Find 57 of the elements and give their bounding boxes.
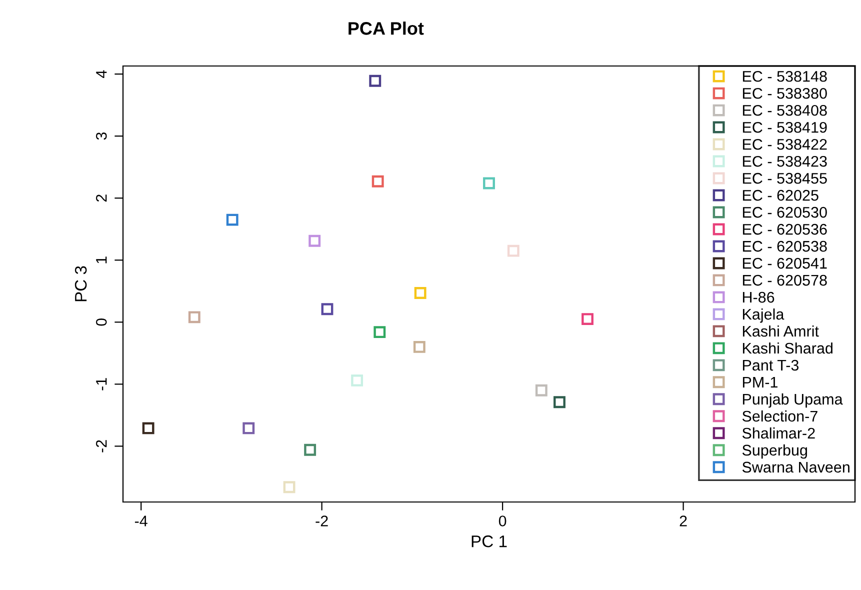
legend-label: EC - 538380 — [742, 88, 827, 99]
x-axis-title: PC 1 — [472, 535, 507, 548]
legend-label: Kashi Amrit — [742, 325, 819, 337]
legend-label: Selection-7 — [742, 410, 818, 422]
y-tick-label: 0 — [96, 318, 107, 326]
point — [283, 481, 296, 494]
point — [369, 74, 382, 87]
point — [582, 313, 594, 326]
legend-label: EC - 538422 — [742, 138, 827, 150]
point — [414, 287, 426, 299]
legend-label: Swarna Naveen — [742, 462, 850, 473]
x-tick-label: 0 — [498, 516, 506, 526]
legend-label: EC - 620541 — [742, 258, 827, 269]
legend-label: Pant T-3 — [742, 360, 799, 371]
legend-label: EC - 620530 — [742, 206, 827, 218]
legend-label: EC - 538423 — [742, 156, 827, 167]
legend-label: Shalimar-2 — [742, 427, 815, 439]
x-tick-label: 2 — [680, 516, 687, 526]
y-axis-title: PC 3 — [74, 266, 87, 302]
point — [188, 311, 200, 324]
legend-label: EC - 62025 — [742, 190, 818, 201]
y-tick-label: 2 — [96, 194, 107, 202]
chart-title: PCA Plot — [348, 22, 424, 35]
y-tick-label: -2 — [96, 440, 107, 452]
point — [242, 422, 255, 434]
point — [374, 326, 386, 338]
x-tick-label: -2 — [316, 516, 328, 526]
point — [351, 374, 364, 386]
legend-label: H-86 — [742, 292, 774, 303]
point — [483, 177, 495, 190]
legend-label: Superbug — [742, 444, 807, 459]
legend-label: Kashi Sharad — [742, 342, 832, 354]
legend-label: EC - 620578 — [742, 274, 827, 286]
point — [226, 214, 238, 226]
point — [321, 303, 334, 316]
point — [372, 175, 384, 188]
legend-label: EC - 538408 — [742, 104, 827, 116]
legend-label: EC - 538455 — [742, 172, 827, 184]
legend-label: EC - 538148 — [742, 70, 827, 82]
legend-label: Punjab Upama — [742, 393, 843, 408]
point — [507, 244, 520, 257]
legend-label: PM-1 — [742, 376, 778, 388]
legend-label: Kajela — [742, 308, 784, 323]
point — [413, 340, 426, 353]
y-tick-label: 1 — [96, 256, 107, 264]
y-tick-label: 4 — [96, 70, 107, 78]
point — [554, 396, 566, 408]
legend-label: EC - 538419 — [742, 122, 827, 133]
point — [308, 234, 321, 247]
y-tick-label: -1 — [96, 378, 107, 390]
y-tick-label: 3 — [96, 132, 107, 140]
legend-label: EC - 620538 — [742, 240, 827, 252]
point — [142, 422, 154, 434]
x-tick-label: -4 — [134, 516, 148, 526]
point — [535, 384, 548, 396]
point — [304, 444, 316, 456]
legend-label: EC - 620536 — [742, 224, 827, 235]
